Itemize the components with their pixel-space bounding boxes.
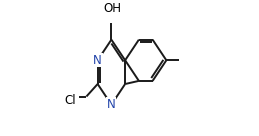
- Text: OH: OH: [104, 2, 122, 15]
- Text: Cl: Cl: [64, 94, 76, 107]
- Text: N: N: [107, 98, 116, 111]
- Text: N: N: [93, 54, 102, 67]
